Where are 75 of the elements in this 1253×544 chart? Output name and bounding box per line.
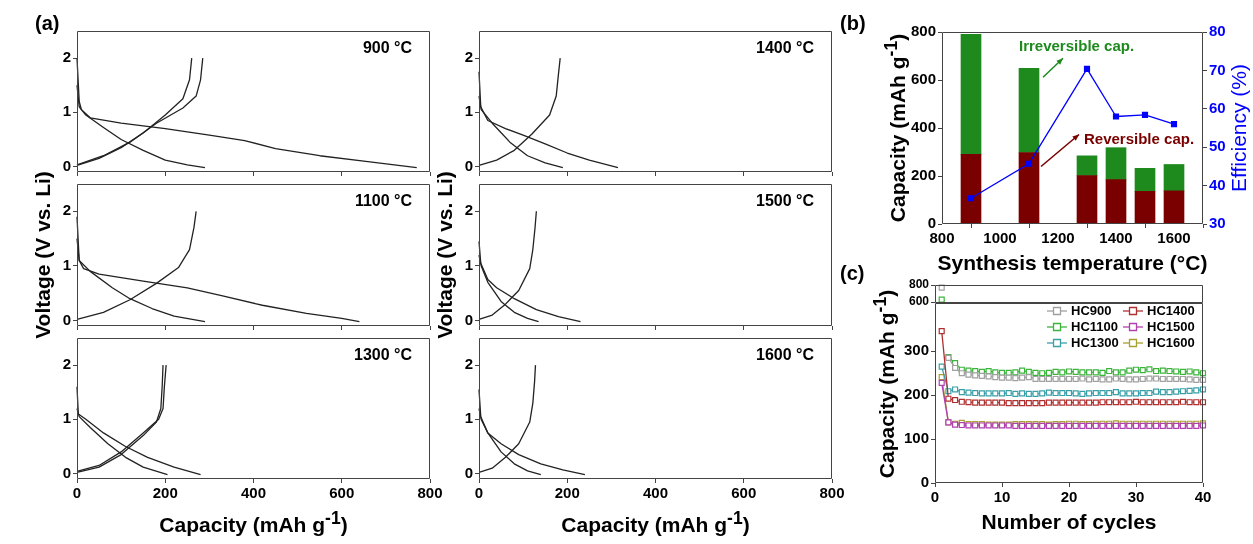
x-tick-label: 20 bbox=[1060, 488, 1078, 506]
x-tick-label: 800 bbox=[819, 484, 845, 502]
annotation: 900 °C bbox=[362, 39, 412, 57]
y-tick-label: 0 bbox=[62, 310, 71, 328]
annotation: 1500 °C bbox=[756, 192, 814, 210]
y2-tick-label: 30 bbox=[1209, 214, 1226, 232]
y-tick-label: 0 bbox=[464, 463, 473, 481]
y-tick-label: 2 bbox=[464, 48, 473, 66]
y2-axis-title: Efficiency (%) bbox=[1227, 64, 1251, 192]
y-axis-title: Voltage (V vs. Li) bbox=[433, 171, 457, 339]
y-tick-label: 0 bbox=[464, 310, 473, 328]
legend-label: HC900 bbox=[1071, 302, 1112, 318]
y-tick-label: 1 bbox=[464, 256, 473, 274]
y-tick-label: 300 bbox=[903, 341, 929, 359]
chart-title: (c) bbox=[840, 262, 865, 285]
y-tick-label: 2 bbox=[62, 48, 71, 66]
y-tick-label: 0 bbox=[927, 214, 936, 232]
x-tick-label: 200 bbox=[554, 484, 580, 502]
legend-label: HC1400 bbox=[1147, 302, 1195, 318]
series-label: Irreversible cap. bbox=[1019, 37, 1135, 55]
x-tick-label: 400 bbox=[642, 484, 669, 502]
x-tick-label: 1000 bbox=[983, 229, 1017, 247]
y-tick-label: 0 bbox=[62, 156, 71, 174]
y-tick-label: 200 bbox=[910, 166, 936, 184]
y2-tick-label: 50 bbox=[1209, 137, 1226, 155]
legend-label: HC1100 bbox=[1071, 318, 1118, 334]
y-tick-label: 200 bbox=[903, 385, 929, 403]
x-tick-label: 600 bbox=[731, 484, 757, 502]
y-tick-label: 0 bbox=[62, 463, 71, 481]
y-tick-label: 800 bbox=[910, 22, 936, 40]
y-tick-label: 0 bbox=[464, 156, 473, 174]
x-tick-label: 800 bbox=[417, 484, 443, 502]
y-axis-title: Voltage (V vs. Li) bbox=[31, 171, 55, 339]
y2-tick-label: 60 bbox=[1209, 98, 1226, 116]
x-tick-label: 600 bbox=[329, 484, 355, 502]
legend-label: HC1600 bbox=[1147, 334, 1195, 350]
y-tick-label: 1 bbox=[62, 102, 71, 120]
y-tick-label: 1 bbox=[464, 409, 473, 427]
y-tick-label: 2 bbox=[62, 355, 71, 373]
legend-label: HC1300 bbox=[1071, 334, 1119, 350]
annotation: 1100 °C bbox=[354, 192, 412, 210]
x-tick-label: 200 bbox=[152, 484, 178, 502]
y-tick-label: 100 bbox=[903, 429, 929, 447]
y2-tick-label: 40 bbox=[1209, 175, 1226, 193]
y-tick-label: 600 bbox=[910, 70, 936, 88]
y-tick-label: 2 bbox=[464, 201, 473, 219]
y-tick-label: 800 bbox=[908, 277, 930, 292]
legend-label: HC1500 bbox=[1147, 318, 1195, 334]
y-tick-label: 1 bbox=[464, 102, 473, 120]
annotation: 1300 °C bbox=[354, 346, 412, 364]
y-tick-label: 1 bbox=[62, 409, 71, 427]
chart-title: (b) bbox=[840, 12, 866, 35]
annotation: 1600 °C bbox=[756, 346, 814, 364]
y-tick-label: 2 bbox=[464, 355, 473, 373]
y-tick-label: 400 bbox=[910, 118, 936, 136]
chart-title: (a) bbox=[35, 12, 60, 35]
x-tick-label: 1400 bbox=[1099, 229, 1133, 247]
x-tick-label: 400 bbox=[240, 484, 267, 502]
x-axis-title: Capacity (mAh g$^{-1}$) bbox=[561, 508, 750, 537]
y-tick-label: 1 bbox=[62, 256, 71, 274]
x-tick-label: 30 bbox=[1127, 488, 1145, 506]
x-tick-label: 10 bbox=[993, 488, 1011, 506]
x-tick-label: 1600 bbox=[1157, 229, 1191, 247]
annotation: 1400 °C bbox=[756, 39, 814, 57]
x-axis-title: Capacity (mAh g$^{-1}$) bbox=[159, 508, 348, 537]
y-tick-label: 2 bbox=[62, 201, 71, 219]
y2-tick-label: 80 bbox=[1209, 22, 1226, 40]
x-tick-label: 40 bbox=[1194, 488, 1212, 506]
x-axis-title: Number of cycles bbox=[981, 510, 1157, 534]
x-tick-label: 1200 bbox=[1041, 229, 1075, 247]
legend-label: Reversible cap. bbox=[1084, 129, 1195, 147]
y-tick-label: 600 bbox=[908, 294, 930, 309]
y-tick-label: 0 bbox=[920, 473, 929, 491]
x-axis-title: Synthesis temperature (°C) bbox=[937, 251, 1208, 275]
y2-tick-label: 70 bbox=[1209, 60, 1226, 78]
